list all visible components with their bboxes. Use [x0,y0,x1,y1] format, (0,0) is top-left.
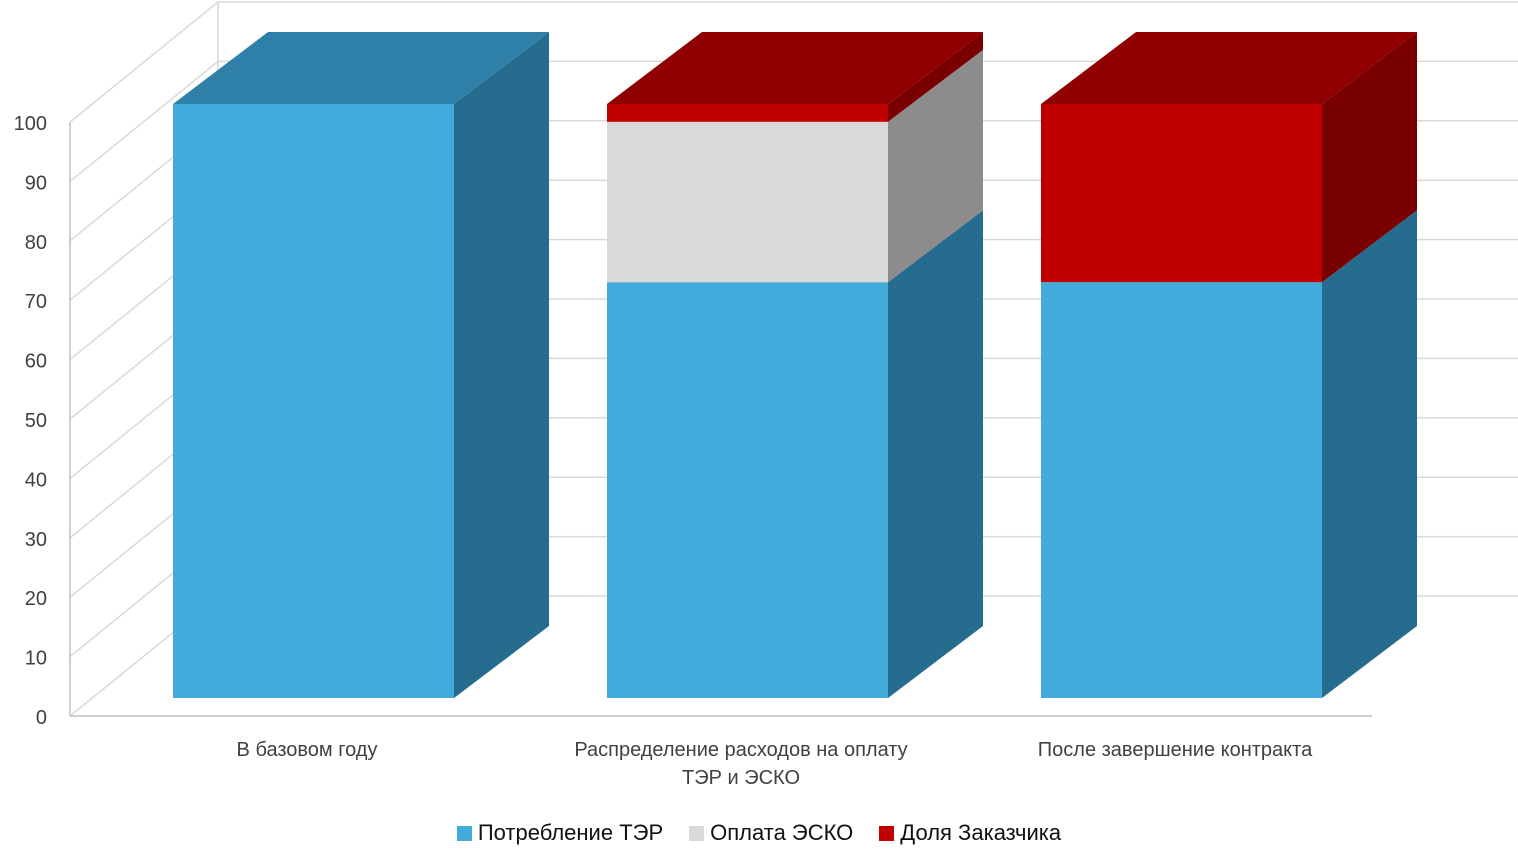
legend-label: Потребление ТЭР [477,820,664,845]
y-tick-label: 50 [25,410,47,432]
x-tick-label-line: В базовом году [237,739,378,761]
legend-label: Оплата ЭСКО [710,820,854,845]
bar-side [1322,210,1417,698]
bar-top [1041,32,1417,104]
bar-side [888,210,983,698]
legend-swatch [879,825,895,841]
bar-2-2 [607,49,983,283]
x-tick-label-line: После завершение контракта [1038,739,1313,761]
legend-swatch [689,825,705,841]
bar-3-3 [1041,32,1417,283]
bar-2-3 [607,32,983,122]
legend-item: Потребление ТЭР [456,820,664,846]
bar-front [1041,282,1322,698]
y-tick-label: 10 [25,648,47,670]
bar-top [173,32,549,104]
chart-legend: Потребление ТЭР Оплата ЭСКО Доля Заказчика [0,820,1518,846]
bar-2-1 [607,210,983,698]
y-tick-label: 100 [14,113,47,135]
y-tick-label: 70 [25,291,47,313]
legend-item: Доля Заказчика [879,820,1061,846]
bar-front [607,104,888,122]
bar-side [1322,32,1417,283]
x-tick-label: После завершение контракта [1038,739,1313,761]
x-tick-label: В базовом году [237,739,378,761]
bar-top [607,32,983,104]
x-tick-label: Распределение расходов на оплату ТЭР и ЭС… [574,739,907,789]
y-tick-label: 80 [25,232,47,254]
y-tick-label: 90 [25,172,47,194]
gridline-depth [69,1,219,123]
gridline-depth [69,60,219,182]
x-tick-label-line: Распределение расходов на оплату [574,739,907,761]
bar-front [607,121,888,283]
y-tick-label: 30 [25,529,47,551]
bar-side [454,32,549,698]
y-tick-label: 20 [25,588,47,610]
y-tick-label: 0 [36,707,47,729]
bar-3-1 [1041,210,1417,698]
bar-front [1041,104,1322,283]
legend-item: Оплата ЭСКО [689,820,853,846]
bar-front [173,104,454,698]
bar-side [888,49,983,283]
legend-label: Доля Заказчика [900,820,1062,845]
y-tick-label: 60 [25,351,47,373]
bar-side [888,32,983,122]
bar-1-1 [173,32,549,698]
bar-front [607,282,888,698]
y-tick-label: 40 [25,469,47,491]
x-tick-label-line: ТЭР и ЭСКО [682,767,800,789]
legend-swatch [456,825,472,841]
